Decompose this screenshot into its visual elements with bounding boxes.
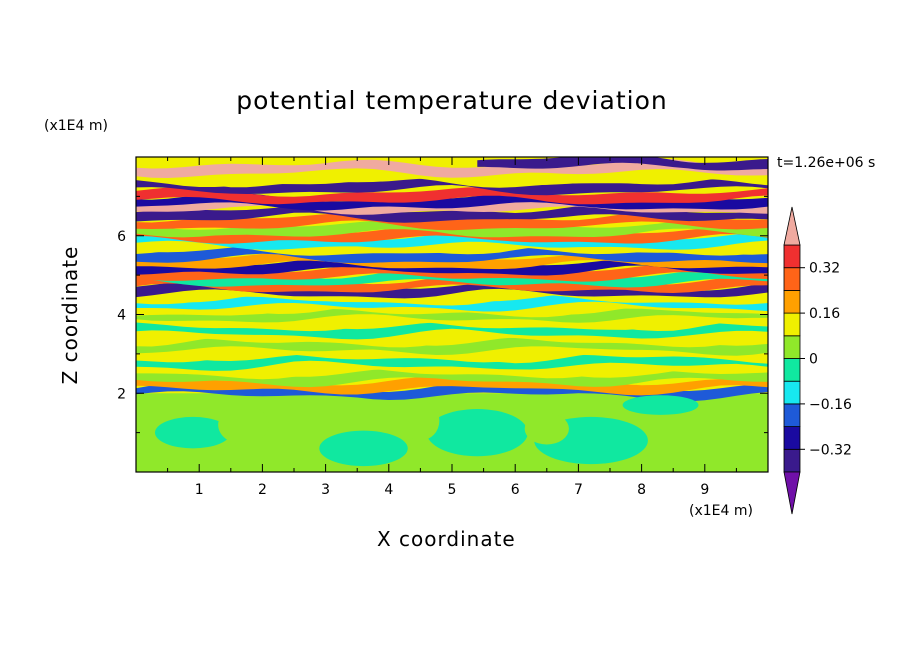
colorbar-under-arrow	[783, 471, 801, 515]
x-axis-unit: (x1E4 m)	[689, 503, 753, 519]
x-tick-label: 6	[511, 482, 520, 498]
contour-band	[136, 286, 768, 306]
contour-band	[136, 168, 768, 188]
colorbar-over-arrow	[783, 206, 801, 246]
contour-band	[136, 186, 768, 205]
contour-band	[136, 376, 768, 396]
z-tick-label: 4	[117, 308, 126, 324]
contour-blob	[622, 395, 699, 415]
contour-band	[136, 369, 768, 388]
chart-title: potential temperature deviation	[236, 86, 668, 115]
contour-band	[136, 280, 768, 299]
contour-band	[136, 304, 768, 323]
z-axis-unit: (x1E4 m)	[44, 118, 108, 134]
contour-band	[136, 231, 768, 250]
colorbar-segment	[783, 244, 801, 269]
x-axis-label: X coordinate	[377, 527, 516, 551]
colorbar-tick-label: 0.16	[809, 306, 840, 322]
x-tick-label: 3	[321, 482, 330, 498]
x-tick-label: 4	[384, 482, 393, 498]
contour-band	[136, 312, 768, 332]
contour-band	[136, 225, 768, 244]
colorbar: 0.32 0.16 0 −0.16 −0.32	[783, 206, 852, 515]
colorbar-segment	[783, 358, 801, 382]
plot-area	[136, 157, 768, 472]
colorbar-segment	[783, 448, 801, 473]
colorbar-segment	[783, 312, 801, 337]
colorbar-tick-label: −0.16	[809, 397, 852, 413]
colorbar-segment	[783, 380, 801, 405]
contour-blob	[319, 430, 408, 467]
colorbar-tick-label: −0.32	[809, 442, 852, 458]
contour-band	[136, 320, 768, 340]
colorbar-segment	[783, 403, 801, 427]
x-tick-label: 7	[574, 482, 583, 498]
x-tick-label: 9	[700, 482, 709, 498]
colorbar-tick-label: 0	[809, 352, 818, 368]
x-tick-label: 5	[448, 482, 457, 498]
contour-band	[477, 157, 768, 171]
contour-band	[136, 192, 768, 211]
axes: 1 2 3 4 5 6 7 8 9 2 4 6	[117, 156, 769, 498]
contour-band	[136, 275, 768, 293]
contour-band	[136, 360, 768, 380]
contour-blob	[524, 412, 569, 445]
contour-band	[136, 176, 768, 196]
contour-band	[136, 237, 768, 256]
colorbar-tick-label: 0.32	[809, 261, 840, 277]
contour-blob	[218, 405, 269, 445]
z-tick-label: 2	[117, 386, 126, 402]
contour-blob	[154, 416, 231, 449]
colorbar-segment	[783, 289, 801, 314]
colorbar-segment	[783, 267, 801, 291]
x-tick-label: 1	[195, 482, 204, 498]
contour-blob	[426, 409, 528, 457]
contour-blob	[673, 409, 737, 457]
contour-band	[136, 212, 768, 231]
z-tick-label: 6	[117, 229, 126, 245]
contour-band	[136, 158, 768, 178]
colorbar-segment	[783, 426, 801, 450]
contour-blob	[401, 401, 440, 441]
colorbar-segment	[783, 335, 801, 359]
x-tick-label: 8	[637, 482, 646, 498]
x-tick-label: 2	[258, 482, 267, 498]
time-label: t=1.26e+06 s	[777, 155, 876, 171]
contour-band	[136, 352, 768, 371]
